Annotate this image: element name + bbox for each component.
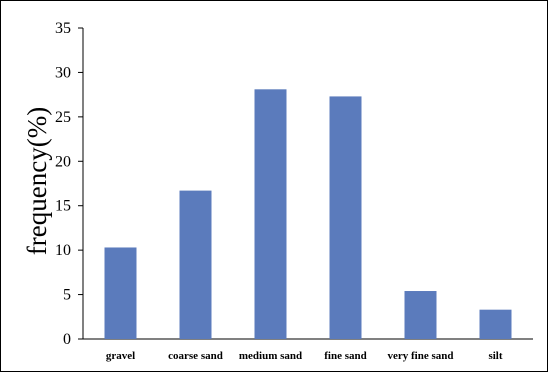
x-tick-label: very fine sand bbox=[388, 350, 454, 362]
y-tick-label: 25 bbox=[55, 109, 71, 126]
y-tick-label: 35 bbox=[55, 20, 71, 37]
y-tick-label: 20 bbox=[55, 153, 71, 170]
y-tick-label: 5 bbox=[63, 287, 71, 304]
bar-medium-sand bbox=[254, 89, 287, 339]
x-tick-label: fine sand bbox=[324, 350, 367, 362]
bar-very-fine-sand bbox=[404, 291, 437, 339]
x-tick-label: silt bbox=[488, 350, 502, 362]
x-tick-label: medium sand bbox=[239, 350, 302, 362]
y-tick-label: 10 bbox=[55, 242, 71, 259]
chart-axes bbox=[82, 28, 533, 340]
bar-gravel bbox=[104, 247, 137, 339]
bar-series bbox=[104, 89, 512, 339]
y-axis-title: frequency(%) bbox=[22, 107, 52, 255]
x-tick-label: gravel bbox=[106, 350, 135, 362]
x-tick-label-group: gravel coarse sand medium sand fine sand ver… bbox=[106, 350, 503, 362]
bar-fine-sand bbox=[329, 96, 362, 339]
bar-coarse-sand bbox=[179, 190, 212, 339]
y-tick-label: 15 bbox=[55, 198, 71, 215]
x-tick-label: coarse sand bbox=[168, 350, 223, 362]
y-tick-group: 0 5 10 15 20 25 30 35 bbox=[55, 20, 83, 348]
y-tick-label: 30 bbox=[55, 64, 71, 81]
bar-silt bbox=[479, 309, 512, 339]
y-tick-label: 0 bbox=[63, 331, 71, 348]
